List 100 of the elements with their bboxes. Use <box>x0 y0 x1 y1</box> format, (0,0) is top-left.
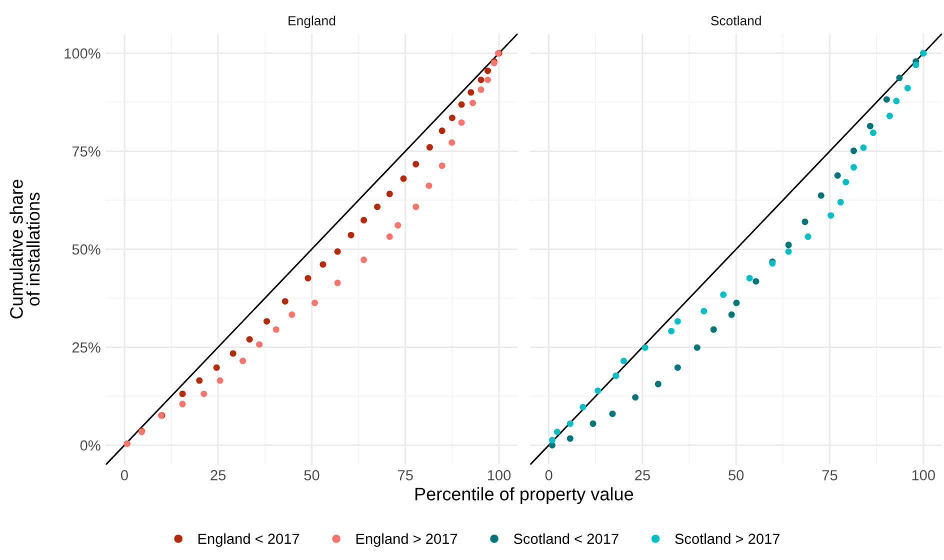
point <box>912 62 920 68</box>
x-axis-title: Percentile of property value <box>416 487 634 504</box>
point <box>360 216 368 224</box>
y-tick-label: 25% <box>72 342 100 353</box>
chart-title: Scotland <box>711 16 761 26</box>
point <box>804 233 812 240</box>
point <box>700 308 708 314</box>
point <box>478 86 484 93</box>
point <box>733 300 740 306</box>
point <box>632 394 639 401</box>
point <box>674 364 681 371</box>
point <box>426 144 433 151</box>
point <box>818 192 824 199</box>
point <box>720 291 727 298</box>
x-tick-label: 25 <box>210 470 226 480</box>
x-tick-label: 75 <box>398 470 413 480</box>
x-tick-label: 25 <box>635 470 650 480</box>
point <box>438 128 446 134</box>
point <box>870 130 876 136</box>
point <box>256 341 263 348</box>
point <box>484 68 492 74</box>
point <box>642 344 648 351</box>
point <box>348 232 354 238</box>
point <box>311 300 318 306</box>
point <box>896 74 903 82</box>
point <box>728 311 735 318</box>
y-tick-label: 75% <box>72 146 100 157</box>
point <box>213 364 220 371</box>
point <box>566 435 574 442</box>
point <box>612 372 620 380</box>
point <box>842 178 850 186</box>
x-tick-label: 50 <box>728 470 744 480</box>
point <box>904 84 911 92</box>
point <box>802 218 808 226</box>
x-tick-label: 100 <box>488 470 511 480</box>
point <box>484 76 492 84</box>
point <box>196 377 203 384</box>
point <box>230 350 236 357</box>
point <box>850 164 857 171</box>
point <box>320 261 326 268</box>
point <box>470 100 476 106</box>
legend-label: England > 2017 <box>356 533 458 547</box>
point <box>246 336 253 343</box>
point <box>458 101 465 108</box>
point <box>426 182 432 189</box>
point <box>590 420 596 427</box>
point <box>785 242 792 248</box>
point <box>886 112 893 120</box>
point <box>264 318 270 325</box>
point <box>334 280 341 286</box>
point <box>304 274 312 282</box>
point <box>216 377 224 384</box>
point <box>334 248 341 255</box>
point <box>394 222 402 229</box>
x-tick-label: 50 <box>304 470 320 480</box>
y-tick-label: 50% <box>72 244 100 255</box>
point <box>566 420 574 427</box>
y-tick-label: 0% <box>80 440 100 451</box>
x-tick-label: 0 <box>120 470 128 480</box>
point <box>850 148 857 154</box>
legend-label: Scotland < 2017 <box>514 533 618 544</box>
x-tick-label: 75 <box>822 470 838 480</box>
point <box>883 96 890 103</box>
point <box>674 318 681 325</box>
point <box>752 278 760 285</box>
x-tick-label: 0 <box>545 470 552 480</box>
point <box>438 162 446 169</box>
point <box>386 190 393 198</box>
point <box>400 175 407 182</box>
y-axis-title: Cumulative share of installations <box>10 180 40 319</box>
point <box>620 358 627 364</box>
point <box>386 233 393 240</box>
point <box>478 76 484 84</box>
point <box>179 390 186 398</box>
x-tick-label: 100 <box>912 470 935 480</box>
point <box>458 119 465 126</box>
point <box>448 114 456 122</box>
point <box>580 404 586 410</box>
point <box>837 198 844 206</box>
point <box>828 212 834 219</box>
point <box>866 122 874 130</box>
y-tick-label: 100% <box>64 48 100 59</box>
point <box>412 160 420 168</box>
point <box>668 328 675 334</box>
point <box>594 387 602 394</box>
legend-label: Scotland > 2017 <box>675 533 780 544</box>
point <box>834 172 841 179</box>
point <box>179 400 186 408</box>
point <box>785 248 792 255</box>
point <box>272 326 280 333</box>
point <box>746 274 753 282</box>
point <box>360 256 368 264</box>
point <box>412 204 420 210</box>
point <box>468 89 474 96</box>
point <box>893 98 900 104</box>
point <box>200 390 208 398</box>
point <box>654 380 662 388</box>
chart-title: England <box>288 16 336 28</box>
legend-label: England < 2017 <box>198 533 300 547</box>
point <box>710 326 717 333</box>
